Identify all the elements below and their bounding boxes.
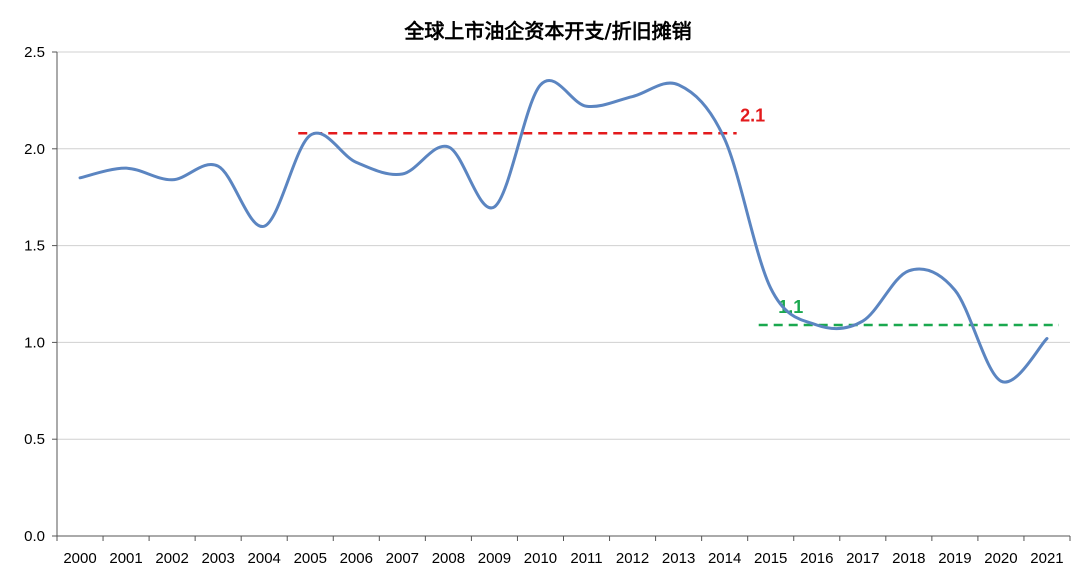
x-axis-ticks: 2000 2001 2002 2003 2004 2005 2006 2007 2008 2009… bbox=[63, 550, 1063, 567]
x-tick-label-2000: 2000 bbox=[63, 550, 96, 567]
x-tick-label-2014: 2014 bbox=[708, 550, 741, 567]
x-tick-label-2019: 2019 bbox=[938, 550, 971, 567]
x-tick-label-2002: 2002 bbox=[155, 550, 188, 567]
series-line-1 bbox=[78, 79, 1049, 384]
x-tick-label-2006: 2006 bbox=[340, 550, 373, 567]
x-tick-label-2005: 2005 bbox=[294, 550, 327, 567]
y-tick-label-0.0: 0.0 bbox=[24, 528, 45, 545]
x-tick-label-2009: 2009 bbox=[478, 550, 511, 567]
axes bbox=[52, 51, 1071, 541]
y-tick-label-2.0: 2.0 bbox=[24, 141, 45, 158]
x-tick-label-2018: 2018 bbox=[892, 550, 925, 567]
x-tick-label-2013: 2013 bbox=[662, 550, 695, 567]
x-tick-label-2007: 2007 bbox=[386, 550, 419, 567]
x-tick-label-2008: 2008 bbox=[432, 550, 465, 567]
x-tick-label-2016: 2016 bbox=[800, 550, 833, 567]
y-axis-ticks: 0.0 0.5 1.0 1.5 2.0 2.5 bbox=[24, 44, 45, 545]
x-tick-label-2004: 2004 bbox=[248, 550, 281, 567]
x-tick-label-2012: 2012 bbox=[616, 550, 649, 567]
x-tick-label-2010: 2010 bbox=[524, 550, 557, 567]
x-tick-label-2017: 2017 bbox=[846, 550, 879, 567]
x-tick-label-2020: 2020 bbox=[984, 550, 1017, 567]
series-lines bbox=[78, 79, 1049, 384]
y-tick-label-1.5: 1.5 bbox=[24, 238, 45, 255]
reference-label-1: 2.1 bbox=[740, 105, 765, 125]
reference-label-2: 1.1 bbox=[778, 297, 803, 317]
y-tick-label-1.0: 1.0 bbox=[24, 334, 45, 351]
x-tick-label-2001: 2001 bbox=[109, 550, 142, 567]
y-tick-label-2.5: 2.5 bbox=[24, 44, 45, 61]
y-tick-label-0.5: 0.5 bbox=[24, 431, 45, 448]
x-tick-label-2003: 2003 bbox=[201, 550, 234, 567]
reference-lines: 2.1 1.1 bbox=[298, 105, 1059, 327]
x-tick-label-2015: 2015 bbox=[754, 550, 787, 567]
grid-lines bbox=[57, 51, 1070, 440]
x-tick-label-2011: 2011 bbox=[570, 550, 602, 567]
x-tick-label-2021: 2021 bbox=[1030, 550, 1063, 567]
chart-title: 全球上市油企资本开支/折旧摊销 bbox=[403, 19, 691, 43]
